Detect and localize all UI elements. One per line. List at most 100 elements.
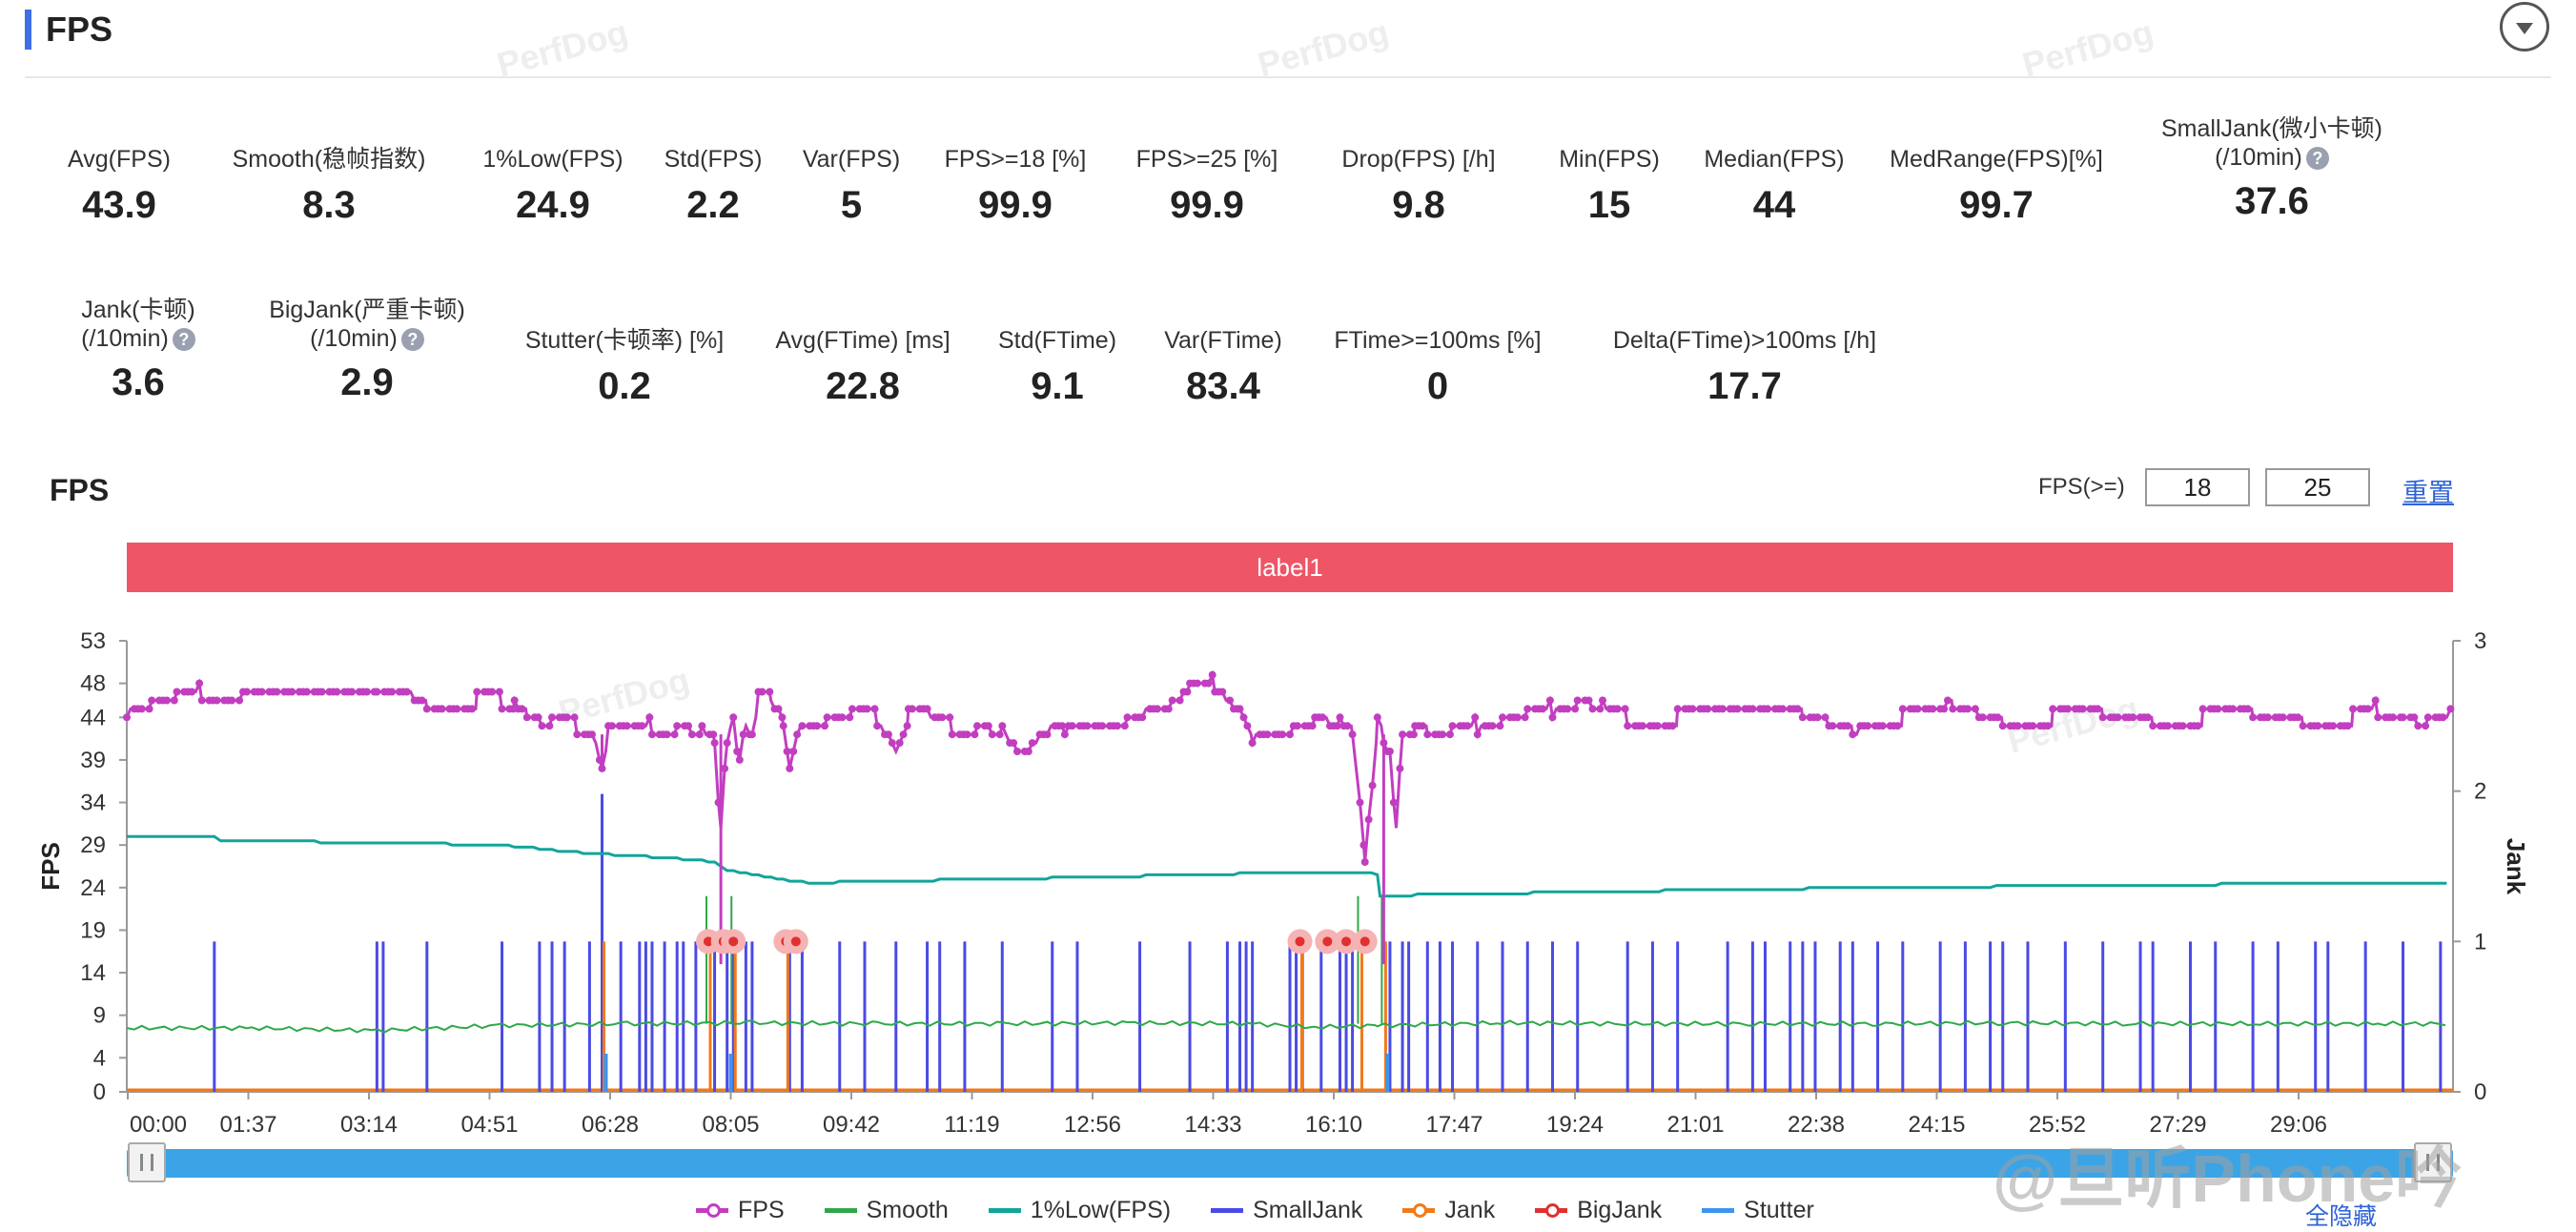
- fps-point: [1176, 696, 1184, 705]
- corner-watermark: @旦听Phone吟: [1993, 1141, 2463, 1216]
- legend-item-bigjank[interactable]: BigJank: [1535, 1195, 1662, 1225]
- fps-point: [710, 739, 719, 748]
- legend-item-1-low-fps-[interactable]: 1%Low(FPS): [988, 1195, 1172, 1225]
- fps-point: [468, 705, 477, 713]
- fps-point: [1293, 722, 1301, 730]
- fps-point: [783, 748, 791, 755]
- fps-point: [2329, 722, 2338, 730]
- metric-value: 9.8: [1392, 184, 1445, 226]
- fps-point: [988, 730, 996, 739]
- metric-9: Median(FPS) 44: [1603, 145, 1946, 227]
- fps-point: [1971, 705, 1979, 713]
- help-icon[interactable]: ?: [2305, 147, 2329, 171]
- fps-point: [1120, 722, 1129, 730]
- fps-point: [1864, 722, 1872, 730]
- fps-point: [1368, 781, 1377, 790]
- fps-point: [163, 696, 171, 705]
- slider-handle-left[interactable]: [128, 1142, 166, 1182]
- bigjank-point: [1360, 936, 1370, 947]
- legend-item-jank[interactable]: Jank: [1402, 1195, 1495, 1225]
- x-tick-label: 12:56: [1064, 1112, 1121, 1138]
- legend-swatch: [696, 1202, 728, 1218]
- legend-dot: [1413, 1202, 1428, 1218]
- fps-point: [766, 688, 774, 696]
- metric-label: MedRange(FPS)[%]: [1890, 146, 2103, 173]
- fps-point: [888, 739, 896, 748]
- fps-point: [495, 688, 503, 696]
- y-tick-label: 19: [80, 917, 106, 943]
- fps-point: [2294, 713, 2302, 722]
- legend-label: Smooth: [866, 1196, 949, 1223]
- y-tick-label: 4: [93, 1045, 106, 1071]
- fps-point: [1488, 722, 1497, 730]
- fps-point: [2422, 722, 2430, 730]
- fps-point: [729, 713, 738, 722]
- fps-point: [1348, 730, 1357, 739]
- legend-item-smooth[interactable]: Smooth: [824, 1195, 949, 1225]
- fps-point: [2149, 722, 2157, 730]
- metric-value: 83.4: [1186, 365, 1260, 407]
- fps-point: [963, 730, 971, 739]
- fps-point: [1364, 815, 1373, 824]
- legend-item-stutter[interactable]: Stutter: [1702, 1195, 1814, 1225]
- label-band[interactable]: label1: [127, 543, 2453, 592]
- fps-chart-title: FPS: [50, 473, 110, 507]
- chevron-down-icon: [2516, 23, 2533, 34]
- fps-threshold-input-2[interactable]: [2265, 468, 2370, 506]
- metric-label: Var(FTime): [1164, 327, 1282, 354]
- fps-point: [573, 730, 582, 739]
- fps-point: [1399, 730, 1407, 739]
- legend-swatch: [1702, 1207, 1735, 1213]
- fps-point: [402, 688, 411, 696]
- fps-point: [1360, 841, 1368, 850]
- fps-point: [638, 722, 646, 730]
- fps-point: [1218, 688, 1227, 696]
- metric-0: Jank(卡顿) (/10min)? 3.6: [0, 296, 310, 404]
- fps-point: [317, 688, 326, 696]
- fps-point: [498, 705, 506, 713]
- fps-point: [1653, 722, 1662, 730]
- fps-point: [2229, 705, 2238, 713]
- metric-value: 2.2: [686, 184, 740, 226]
- fps-point: [2439, 713, 2447, 722]
- legend-item-smalljank[interactable]: SmallJank: [1211, 1195, 1362, 1225]
- fps-point: [623, 722, 631, 730]
- fps-point: [793, 730, 802, 739]
- metric-11: SmallJank(微小卡顿) (/10min)? 37.6: [2100, 114, 2443, 223]
- x-tick-label: 21:01: [1666, 1112, 1724, 1138]
- metric-label: Std(FPS): [664, 146, 763, 173]
- fps-point: [1448, 722, 1457, 730]
- fps-point: [1360, 858, 1369, 866]
- fps-point: [1243, 722, 1252, 730]
- time-range-slider[interactable]: [127, 1149, 2453, 1178]
- legend-swatch: [988, 1207, 1021, 1213]
- fps-point: [1208, 670, 1216, 679]
- x-tick-label: 19:24: [1546, 1112, 1604, 1138]
- fps-chart[interactable]: 0 4 9 14 19 24 29 34 39 44 48 53 0 1 2 3 00:00 01:37 03:14…: [0, 610, 2576, 1144]
- help-icon[interactable]: ?: [400, 328, 424, 352]
- help-icon[interactable]: ?: [172, 328, 195, 352]
- slider-handle-right[interactable]: [2414, 1142, 2452, 1182]
- fps-point: [779, 722, 787, 730]
- fps-point: [998, 722, 1007, 730]
- chart-legend: FPS Smooth 1%Low(FPS) SmallJank Jank BigJank S…: [696, 1195, 1814, 1225]
- legend-item-fps[interactable]: FPS: [696, 1195, 785, 1225]
- fps-point: [242, 688, 251, 696]
- fps-threshold-input-1[interactable]: [2145, 468, 2250, 506]
- fps-point: [758, 688, 767, 696]
- fps-point: [838, 713, 847, 722]
- fps-point: [673, 722, 682, 730]
- reset-link[interactable]: 重置: [2402, 479, 2454, 507]
- collapse-button[interactable]: [2500, 2, 2549, 51]
- fps-point: [1898, 705, 1907, 713]
- metric-value: 44: [1752, 184, 1796, 226]
- fps-point: [273, 688, 281, 696]
- legend-label: 1%Low(FPS): [1030, 1196, 1172, 1223]
- fps-point: [170, 696, 178, 705]
- metric-2: 1%Low(FPS) 24.9: [381, 145, 725, 227]
- fps-point: [903, 722, 911, 730]
- fps-point: [1083, 722, 1092, 730]
- metric-label: 1%Low(FPS): [482, 146, 624, 173]
- x-tick-label: 08:05: [702, 1112, 759, 1138]
- fps-point: [1571, 705, 1580, 713]
